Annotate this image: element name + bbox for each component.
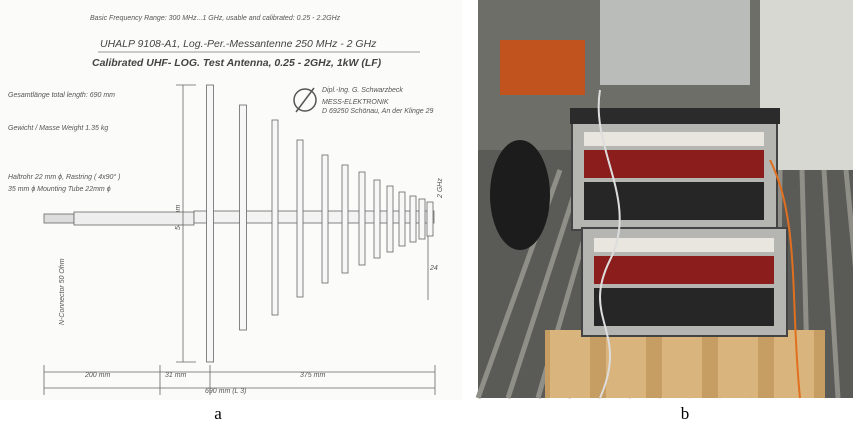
- maker-name: Dipl.-Ing. G. Schwarzbeck: [322, 87, 403, 94]
- dipole-rod: [374, 180, 380, 258]
- tube-line2: 35 mm ϕ Mounting Tube 22mm ϕ: [8, 186, 111, 193]
- connector-body: [44, 214, 74, 223]
- tube-line1: Haltrohr 22 mm ϕ, Rastring ( 4x90° ): [8, 173, 121, 181]
- dipole-rod: [297, 140, 303, 297]
- caption: a: [214, 404, 222, 423]
- freq-mark: 2 GHz: [437, 178, 444, 199]
- dipole-rod: [207, 85, 214, 362]
- dipole-rod: [427, 202, 433, 236]
- connector: N-Connector 50 Ohm: [59, 258, 66, 325]
- length: Gesamtlänge total length: 690 mm: [8, 92, 115, 99]
- dipole-rod: [410, 196, 416, 242]
- dipole-rod: [272, 120, 278, 315]
- maker-company: MESS-ELEKTRONIK: [322, 99, 389, 106]
- dim-200: 200 mm: [84, 372, 110, 379]
- dipole-rod: [240, 105, 247, 330]
- dim-375: 375 mm: [300, 372, 325, 379]
- dipole-rod: [419, 199, 425, 239]
- weight: Gewicht / Masse Weight 1.35 kg: [8, 125, 108, 132]
- pallet-slat: [774, 330, 814, 398]
- rack-unit: [594, 288, 774, 326]
- rack-panel: [584, 132, 764, 146]
- rack-panel: [594, 238, 774, 252]
- pallet-slat: [550, 330, 590, 398]
- rack-unit: [584, 182, 764, 220]
- dipole-rod: [387, 186, 393, 252]
- pallet-slat: [718, 330, 758, 398]
- window: [600, 0, 750, 85]
- dipole-rod: [399, 192, 405, 246]
- dim-31: 31 mm: [165, 372, 187, 379]
- dipole-rod: [359, 172, 365, 265]
- rack-unit: [594, 256, 774, 284]
- range-line: Basic Frequency Range: 300 MHz...1 GHz, …: [90, 15, 341, 22]
- small-dim: 24: [429, 265, 438, 272]
- pallet-slat: [662, 330, 702, 398]
- boom: [194, 211, 434, 223]
- dipole-rod: [342, 165, 348, 273]
- pallet-slat: [606, 330, 646, 398]
- backpack: [490, 140, 550, 250]
- rack-top: [570, 108, 780, 124]
- figure: Basic Frequency Range: 300 MHz...1 GHz, …: [0, 0, 853, 425]
- model-line: UHALP 9108-A1, Log.-Per.-Messantenne 250…: [100, 38, 377, 50]
- caption: b: [681, 404, 690, 423]
- dipole-rod: [322, 155, 328, 283]
- mount-tube: [74, 212, 194, 225]
- dim-total: 690 mm (L 3): [205, 388, 247, 395]
- maker-address: D 69250 Schönau, An der Klinge 29: [322, 108, 434, 115]
- calib-line: Calibrated UHF- LOG. Test Antenna, 0.25 …: [92, 57, 382, 69]
- rack-unit: [584, 150, 764, 178]
- orange-box: [500, 40, 585, 95]
